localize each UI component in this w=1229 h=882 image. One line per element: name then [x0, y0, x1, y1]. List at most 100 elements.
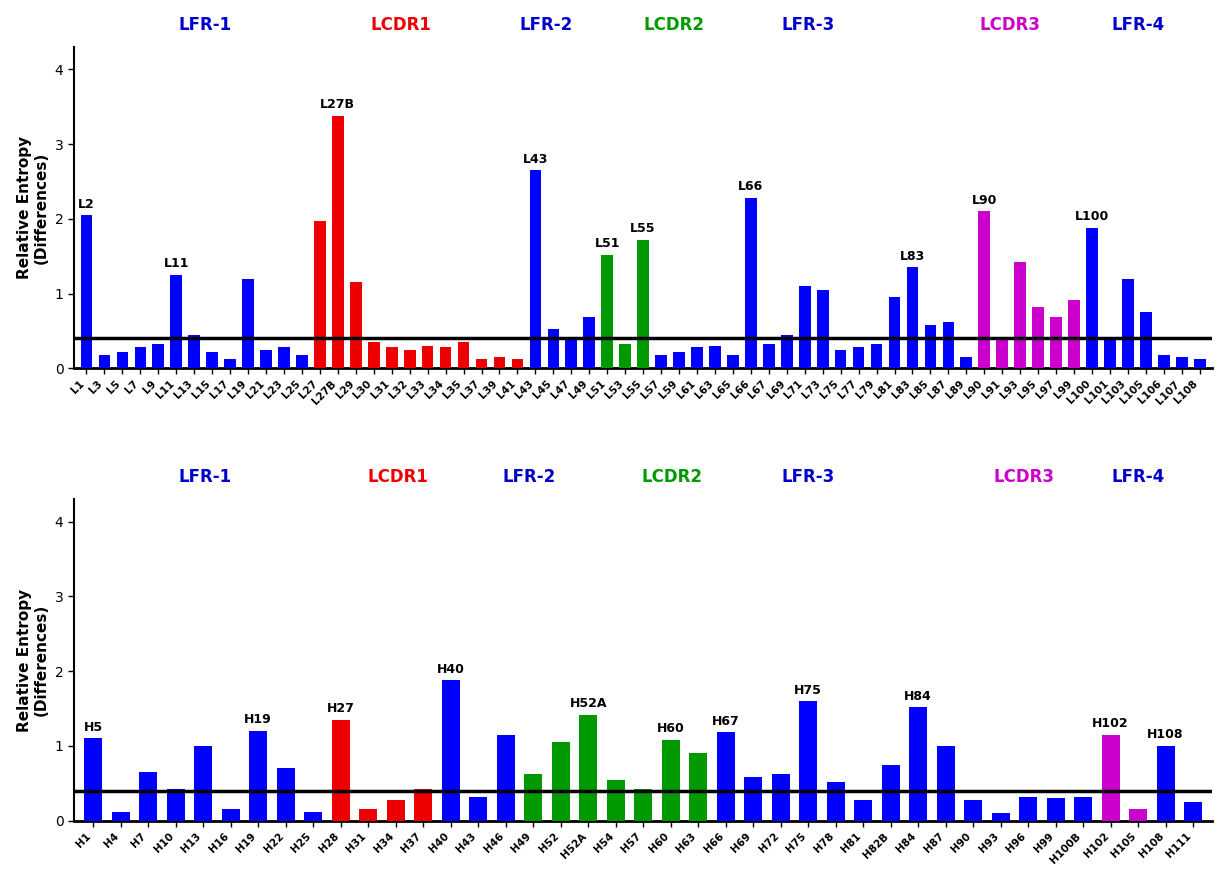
Text: LFR-2: LFR-2: [503, 468, 556, 487]
Bar: [167, 789, 184, 820]
Bar: [134, 348, 146, 369]
Bar: [98, 355, 111, 369]
Bar: [1185, 802, 1202, 820]
Bar: [387, 800, 404, 820]
Bar: [277, 768, 295, 820]
Bar: [525, 774, 542, 820]
Bar: [414, 789, 433, 820]
Bar: [772, 774, 789, 820]
Bar: [827, 781, 844, 820]
Text: LCDR3: LCDR3: [994, 468, 1054, 487]
Text: L2: L2: [79, 198, 95, 211]
Bar: [278, 348, 290, 369]
Bar: [404, 349, 415, 369]
Bar: [1101, 735, 1120, 820]
Text: H75: H75: [794, 684, 822, 697]
Bar: [494, 357, 505, 369]
Text: LFR-2: LFR-2: [520, 16, 573, 34]
Bar: [565, 337, 578, 369]
Bar: [943, 322, 954, 369]
Bar: [689, 753, 707, 820]
Y-axis label: Relative Entropy
(Differences): Relative Entropy (Differences): [17, 588, 49, 731]
Bar: [1019, 796, 1037, 820]
Text: H84: H84: [905, 690, 932, 703]
Text: H27: H27: [327, 702, 355, 715]
Bar: [117, 352, 128, 369]
Bar: [1158, 355, 1170, 369]
Text: LFR-1: LFR-1: [178, 16, 231, 34]
Bar: [673, 352, 685, 369]
Bar: [457, 342, 469, 369]
Text: L51: L51: [595, 237, 619, 250]
Bar: [440, 348, 451, 369]
Bar: [1086, 228, 1097, 369]
Bar: [332, 116, 344, 369]
Bar: [547, 330, 559, 369]
Bar: [619, 344, 630, 369]
Bar: [1122, 279, 1134, 369]
Bar: [1014, 262, 1026, 369]
Text: H67: H67: [712, 715, 740, 728]
Text: L11: L11: [163, 258, 189, 271]
Bar: [634, 789, 653, 820]
Bar: [717, 732, 735, 820]
Bar: [638, 240, 649, 369]
Bar: [315, 221, 326, 369]
Bar: [661, 740, 680, 820]
Bar: [249, 731, 267, 820]
Text: H40: H40: [436, 662, 465, 676]
Bar: [171, 275, 182, 369]
Bar: [530, 170, 541, 369]
Text: L55: L55: [630, 222, 656, 235]
Bar: [552, 742, 569, 820]
Bar: [367, 342, 380, 369]
Bar: [194, 746, 213, 820]
Text: LFR-3: LFR-3: [782, 16, 834, 34]
Bar: [889, 297, 901, 369]
Bar: [221, 810, 240, 820]
Text: LFR-3: LFR-3: [782, 468, 834, 487]
Bar: [655, 355, 667, 369]
Bar: [139, 772, 157, 820]
Bar: [854, 800, 873, 820]
Text: H19: H19: [245, 714, 272, 727]
Bar: [745, 777, 762, 820]
Bar: [1193, 359, 1206, 369]
Text: H102: H102: [1093, 717, 1129, 730]
Bar: [978, 212, 991, 369]
Bar: [601, 255, 613, 369]
Bar: [579, 714, 597, 820]
Bar: [359, 810, 377, 820]
Bar: [799, 701, 817, 820]
Bar: [152, 344, 165, 369]
Bar: [85, 738, 102, 820]
Bar: [1032, 307, 1043, 369]
Bar: [1129, 810, 1147, 820]
Text: H5: H5: [84, 721, 103, 734]
Bar: [296, 355, 307, 369]
Bar: [476, 359, 488, 369]
Bar: [1051, 318, 1062, 369]
Bar: [112, 811, 129, 820]
Bar: [225, 359, 236, 369]
Bar: [907, 267, 918, 369]
Bar: [441, 680, 460, 820]
Bar: [799, 286, 811, 369]
Bar: [817, 290, 828, 369]
Bar: [709, 346, 720, 369]
Bar: [242, 279, 254, 369]
Bar: [261, 349, 272, 369]
Text: LFR-4: LFR-4: [1112, 16, 1165, 34]
Bar: [511, 359, 524, 369]
Text: LCDR3: LCDR3: [980, 16, 1040, 34]
Bar: [853, 348, 864, 369]
Bar: [763, 344, 774, 369]
Bar: [1156, 746, 1175, 820]
Bar: [422, 346, 434, 369]
Bar: [728, 355, 739, 369]
Text: L43: L43: [522, 153, 548, 166]
Y-axis label: Relative Entropy
(Differences): Relative Entropy (Differences): [17, 136, 49, 280]
Bar: [305, 811, 322, 820]
Bar: [924, 325, 936, 369]
Text: LCDR2: LCDR2: [643, 16, 704, 34]
